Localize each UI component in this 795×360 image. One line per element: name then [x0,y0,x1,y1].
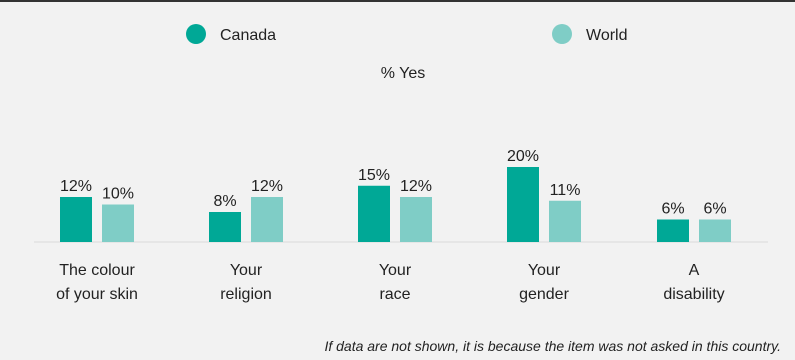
category-label-2-line-1: race [379,286,410,303]
data-label-canada-4: 6% [661,201,684,218]
bar-world-0 [102,204,134,242]
data-label-canada-2: 15% [358,167,390,184]
category-label-3-line-0: Your [528,262,561,279]
category-label-4-line-1: disability [663,286,724,303]
top-rule [0,0,795,2]
footnote: If data are not shown, it is because the… [324,338,781,354]
data-label-canada-1: 8% [213,193,236,210]
legend: Canada World [186,24,628,44]
bar-canada-1 [209,212,241,242]
bar-chart: Canada World % Yes 12% 10% 8%12%15%12%20%1… [34,24,768,303]
bar-canada-0 [60,197,92,242]
category-label-1-line-0: Your [230,262,263,279]
data-label-canada-3: 20% [507,148,539,165]
bar-canada-3 [507,167,539,242]
legend-swatch-world [552,24,572,44]
legend-swatch-canada [186,24,206,44]
data-label-world-3: 11% [550,182,581,199]
category-label-3-line-1: gender [519,286,569,303]
legend-label-canada: Canada [220,27,276,44]
bar-world-3 [549,200,581,242]
bars-group: 12% 10% 8% 12% 15% 12% 20% 11% 6% 6% [60,148,731,242]
chart-y-title: % Yes [381,65,425,82]
bar-canada-4 [657,219,689,242]
category-labels: The colour of your skin Your religion Your ra… [56,262,725,303]
data-label-canada-0: 12% [60,178,92,195]
bar-world-1 [251,197,283,242]
category-label-2-line-0: Your [379,262,412,279]
legend-label-world: World [586,27,628,44]
category-label-1-line-1: religion [220,286,272,303]
category-label-0-line-0: The colour [59,262,135,279]
category-label-0-line-1: of your skin [56,286,138,303]
bar-canada-2 [358,185,390,242]
data-label-world-4: 6% [703,201,726,218]
data-label-world-2: 12% [400,178,432,195]
bar-world-4 [699,219,731,242]
data-label-world-1: 12% [251,178,283,195]
bar-world-2 [400,197,432,242]
data-label-world-0: 10% [102,186,134,203]
category-label-4-line-0: A [689,262,700,279]
